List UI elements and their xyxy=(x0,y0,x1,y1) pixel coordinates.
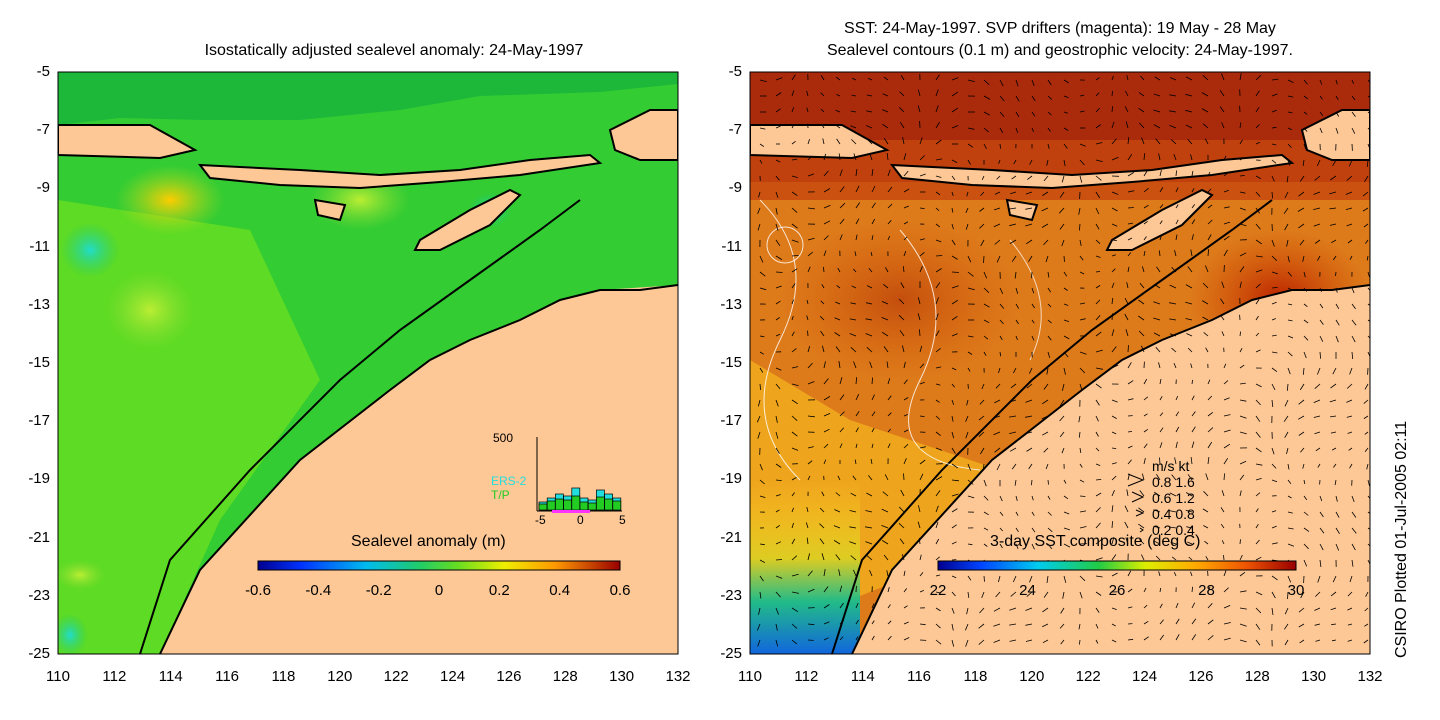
x-tick-label-left: 128 xyxy=(552,668,578,685)
y-tick-label-left: -21 xyxy=(28,528,50,546)
y-tick-label-right: -13 xyxy=(720,295,742,313)
y-tick-label-left: -25 xyxy=(28,645,50,662)
sla-colorbar-tick: 0.6 xyxy=(609,582,631,599)
right-map-title-line2: Sealevel contours (0.1 m) and geostrophi… xyxy=(826,42,1293,59)
sst-colorbar-tick: 28 xyxy=(1198,582,1215,599)
histogram-bar-tp xyxy=(604,498,613,511)
y-tick-label-right: -19 xyxy=(720,470,742,488)
y-tick-label-right: -25 xyxy=(720,645,742,662)
sla-colorbar-tick: -0.6 xyxy=(245,582,271,599)
velocity-legend-header: m/s kt xyxy=(1152,458,1190,474)
sst-colorbar-tick: 30 xyxy=(1287,582,1305,599)
histogram-xtick-neg5: -5 xyxy=(535,513,546,527)
y-tick-label-left: -15 xyxy=(28,354,50,371)
sla-colorbar xyxy=(257,560,621,571)
histogram-xtick-5: 5 xyxy=(619,513,626,527)
x-tick-label-right: 122 xyxy=(1075,668,1101,685)
x-tick-label-left: 114 xyxy=(158,668,183,685)
velocity-legend-row: 0.8 1.6 xyxy=(1152,474,1195,490)
x-tick-label-left: 122 xyxy=(383,668,409,685)
x-tick-label-right: 118 xyxy=(963,668,988,685)
histogram-series-tp: T/P xyxy=(491,488,510,502)
x-tick-label-left: 126 xyxy=(496,668,522,685)
sla-colorbar-tick: 0.2 xyxy=(488,582,510,599)
velocity-legend-row: 0.6 1.2 xyxy=(1152,490,1195,506)
right-map-title-line1: SST: 24-May-1997. SVP drifters (magenta)… xyxy=(844,20,1276,37)
sla-colorbar-label: Sealevel anomaly (m) xyxy=(351,533,506,550)
x-tick-label-left: 116 xyxy=(215,668,240,685)
sst-colorbar-label: 3-day SST composite (deg C) xyxy=(990,533,1201,550)
histogram-bar-tp xyxy=(563,499,572,511)
y-tick-label-right: -21 xyxy=(720,528,742,546)
y-tick-label-left: -19 xyxy=(28,470,50,488)
x-tick-label-right: 124 xyxy=(1132,668,1158,685)
velocity-legend-arrows xyxy=(1127,473,1145,533)
y-tick-label-right: -5 xyxy=(728,63,742,80)
velocity-legend-row: 0.4 0.8 xyxy=(1152,506,1195,522)
histogram-bar-tp xyxy=(546,500,556,511)
sla-colorbar-tick: -0.4 xyxy=(305,582,332,599)
x-tick-label-right: 114 xyxy=(850,668,875,685)
sla-colorbar-tick: 0.4 xyxy=(549,582,571,599)
velocity-legend-row: 0.2 0.4 xyxy=(1152,522,1195,538)
x-tick-label-right: 112 xyxy=(794,668,819,685)
y-tick-label-right: -7 xyxy=(728,121,742,139)
histogram-inset xyxy=(536,437,622,513)
x-tick-label-right: 110 xyxy=(738,668,762,685)
sla-map xyxy=(58,72,678,654)
y-tick-label-right: -15 xyxy=(720,354,742,371)
y-tick-label-right: -17 xyxy=(720,412,742,430)
x-tick-label-right: 126 xyxy=(1188,668,1214,685)
x-tick-label-right: 128 xyxy=(1244,668,1270,685)
sst-colorbar xyxy=(937,560,1297,571)
y-tick-label-left: -11 xyxy=(29,237,50,255)
x-tick-label-left: 130 xyxy=(609,668,635,685)
y-tick-label-left: -7 xyxy=(36,121,50,139)
x-tick-label-right: 116 xyxy=(907,668,932,685)
x-tick-label-right: 120 xyxy=(1019,668,1045,685)
histogram-bar-tp xyxy=(596,496,605,511)
histogram-xtick-0: 0 xyxy=(577,513,584,527)
x-tick-label-right: 130 xyxy=(1301,668,1327,685)
sst-colorbar-tick: 26 xyxy=(1108,582,1126,599)
histogram-bar-tp xyxy=(612,500,622,511)
sst-colorbar-tick: 24 xyxy=(1019,582,1036,599)
y-tick-label-left: -9 xyxy=(36,179,50,197)
histogram-bar-tp xyxy=(538,503,548,511)
sst-colorbar-tick: 22 xyxy=(929,582,947,599)
x-tick-label-left: 110 xyxy=(46,668,70,685)
y-tick-label-right: -9 xyxy=(728,179,742,197)
x-tick-label-left: 132 xyxy=(665,668,691,685)
histogram-bar-tp xyxy=(579,501,589,511)
y-tick-label-left: -13 xyxy=(28,295,50,313)
x-tick-label-right: 132 xyxy=(1357,668,1383,685)
velocity-legend: m/s kt 0.8 1.6 0.6 1.2 0.4 0.8 0.2 0.4 xyxy=(1152,458,1195,538)
y-tick-label-left: -5 xyxy=(36,63,50,80)
histogram-bar-tp xyxy=(555,498,564,511)
sst-map xyxy=(750,72,1370,654)
histogram-bar-tp xyxy=(571,495,581,511)
y-tick-label-right: -11 xyxy=(721,237,742,255)
y-tick-label-right: -23 xyxy=(720,586,742,604)
histogram-ymax-label: 500 xyxy=(493,431,514,445)
y-tick-label-left: -17 xyxy=(28,412,50,430)
left-map-title: Isostatically adjusted sealevel anomaly:… xyxy=(204,42,584,59)
credit-label: CSIRO Plotted 01-Jul-2005 02:11 xyxy=(1393,420,1410,658)
sla-colorbar-tick: -0.2 xyxy=(365,582,392,599)
histogram-bar-tp xyxy=(587,502,597,511)
sla-colorbar-tick: 0 xyxy=(434,582,444,599)
y-tick-label-left: -23 xyxy=(28,586,50,604)
histogram-series-ers2: ERS-2 xyxy=(491,474,527,488)
x-tick-label-left: 112 xyxy=(102,668,127,685)
x-tick-label-left: 124 xyxy=(440,668,466,685)
x-tick-label-left: 118 xyxy=(271,668,296,685)
x-tick-label-left: 120 xyxy=(327,668,353,685)
